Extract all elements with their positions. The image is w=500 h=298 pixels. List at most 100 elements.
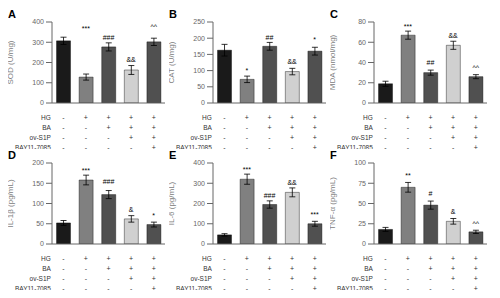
svg-text:+: + [451,134,455,141]
svg-text:***: *** [243,166,251,173]
svg-text:+: + [129,275,133,282]
svg-text:-: - [407,144,410,149]
svg-text:+: + [84,114,88,121]
svg-text:-: - [85,285,88,290]
svg-text:-: - [85,144,88,149]
svg-text:+: + [152,114,156,121]
svg-text:##: ## [427,59,435,66]
svg-text:-: - [85,124,88,131]
svg-text:###: ### [264,192,276,199]
svg-text:BAY11-7085: BAY11-7085 [15,285,51,290]
svg-text:***: *** [311,211,319,218]
svg-text:+: + [152,144,156,149]
svg-text:BA: BA [203,124,212,131]
svg-text:-: - [429,285,432,290]
svg-text:-: - [407,265,410,272]
svg-text:BA: BA [42,265,51,272]
svg-text:200: 200 [193,200,205,207]
svg-text:0: 0 [201,99,205,106]
svg-text:+: + [267,255,271,262]
svg-text:+: + [129,255,133,262]
svg-text:+: + [474,124,478,131]
svg-text:-: - [62,285,65,290]
svg-text:-: - [429,134,432,141]
svg-text:HG: HG [363,255,373,262]
svg-text:ov-S1P: ov-S1P [30,275,51,282]
svg-text:-: - [407,285,410,290]
svg-text:150: 150 [32,180,44,187]
svg-text:BA: BA [364,124,373,131]
svg-text:+: + [84,255,88,262]
svg-text:50: 50 [197,83,205,90]
svg-text:BAY11-7085: BAY11-7085 [15,144,51,149]
svg-text:-: - [62,275,65,282]
svg-text:0: 0 [362,99,366,106]
svg-text:+: + [474,275,478,282]
svg-text:-: - [268,285,271,290]
svg-text:-: - [384,265,387,272]
svg-text:+: + [428,114,432,121]
svg-text:+: + [267,265,271,272]
svg-text:-: - [452,285,455,290]
svg-text:-: - [130,144,133,149]
svg-text:&: & [129,206,134,213]
svg-text:400: 400 [32,18,44,25]
svg-text:-: - [107,285,110,290]
svg-text:50: 50 [36,220,44,227]
svg-text:+: + [290,255,294,262]
svg-text:+: + [451,255,455,262]
svg-text:^^: ^^ [472,220,479,227]
svg-text:+: + [406,255,410,262]
svg-text:+: + [152,265,156,272]
svg-text:HG: HG [202,114,212,121]
svg-text:20: 20 [358,79,366,86]
svg-text:-: - [291,144,294,149]
svg-text:+: + [451,275,455,282]
svg-text:-: - [223,285,226,290]
svg-text:***: *** [82,167,90,174]
svg-text:BAY11-7085: BAY11-7085 [337,285,373,290]
svg-text:+: + [129,114,133,121]
svg-text:HG: HG [41,255,51,262]
svg-text:BA: BA [203,265,212,272]
svg-text:+: + [106,265,110,272]
svg-text:MDA (nmol/mg): MDA (nmol/mg) [330,34,337,90]
svg-text:*: * [313,36,316,43]
svg-text:-: - [62,255,65,262]
svg-text:***: *** [404,23,412,30]
svg-text:***: *** [82,25,90,32]
svg-text:-: - [407,134,410,141]
svg-text:-: - [62,114,65,121]
svg-text:100: 100 [32,200,44,207]
svg-text:+: + [106,114,110,121]
svg-text:+: + [313,285,317,290]
svg-text:100: 100 [193,67,205,74]
svg-text:200: 200 [32,59,44,66]
svg-text:-: - [107,134,110,141]
svg-text:BAY11-7085: BAY11-7085 [176,144,212,149]
svg-text:-: - [85,265,88,272]
svg-text:+: + [428,124,432,131]
svg-text:&&: && [287,179,297,186]
svg-text:0: 0 [40,240,44,247]
svg-text:-: - [223,134,226,141]
svg-text:-: - [130,285,133,290]
svg-text:+: + [152,255,156,262]
svg-text:-: - [452,144,455,149]
svg-text:+: + [152,134,156,141]
svg-text:IL-6 (pg/mL): IL-6 (pg/mL) [169,181,176,225]
svg-text:-: - [223,114,226,121]
svg-text:+: + [267,114,271,121]
svg-text:ov-S1P: ov-S1P [352,275,373,282]
svg-text:+: + [428,255,432,262]
svg-text:**: ** [405,172,411,179]
svg-text:^^: ^^ [472,64,479,71]
svg-text:-: - [246,134,249,141]
svg-text:-: - [429,144,432,149]
svg-text:BA: BA [42,124,51,131]
svg-text:100: 100 [193,220,205,227]
svg-text:###: ### [103,178,115,185]
svg-text:&: & [451,208,456,215]
svg-text:HG: HG [202,255,212,262]
svg-text:+: + [313,134,317,141]
